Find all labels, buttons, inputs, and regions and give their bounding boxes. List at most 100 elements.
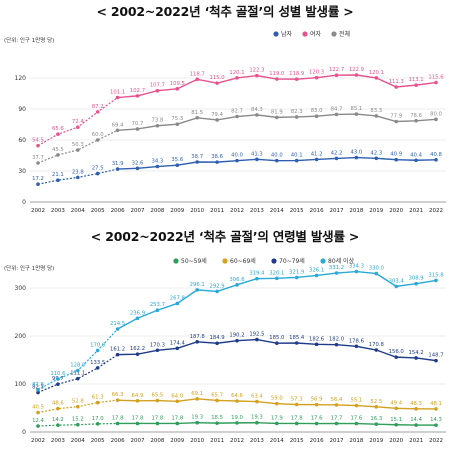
data-label: 115.0 (210, 75, 226, 81)
data-point (294, 341, 299, 345)
data-label: 43.0 (351, 150, 363, 156)
data-point (95, 138, 100, 142)
data-point (314, 157, 319, 162)
data-point (394, 284, 399, 289)
data-label: 122.7 (329, 67, 344, 73)
data-label: 315.8 (428, 272, 444, 278)
data-point (414, 281, 418, 286)
x-tick-label: 2020 (389, 438, 403, 444)
x-tick-label: 2003 (51, 208, 65, 214)
data-label: 331.2 (329, 265, 344, 271)
data-label: 56.9 (311, 397, 323, 403)
data-point (414, 423, 418, 427)
data-label: 178.6 (349, 338, 365, 344)
data-label: 48.1 (430, 401, 442, 407)
x-tick-label: 2007 (131, 208, 145, 214)
data-label: 119.0 (269, 71, 285, 77)
data-label: 17.8 (132, 415, 144, 421)
data-label: 83.0 (311, 108, 323, 114)
data-point (235, 283, 239, 287)
data-label: 41.3 (251, 151, 263, 157)
data-point (394, 422, 399, 427)
legend-label: 남자 (281, 30, 293, 38)
data-point (255, 337, 259, 342)
x-tick-label: 2014 (270, 208, 284, 214)
x-tick-label: 2014 (270, 438, 284, 444)
data-point (135, 127, 140, 131)
x-tick-label: 2019 (369, 208, 383, 214)
data-point (275, 341, 279, 345)
data-label: 187.8 (190, 334, 206, 340)
data-point (155, 308, 160, 313)
data-label: 84.3 (251, 107, 263, 113)
data-point (294, 158, 299, 163)
data-point (76, 148, 80, 152)
data-point (95, 171, 100, 176)
y-tick-label: 60 (18, 137, 26, 144)
data-point (36, 143, 40, 148)
x-tick-label: 2013 (250, 208, 264, 214)
data-label: 107.7 (150, 83, 165, 89)
data-label: 14.2 (52, 417, 64, 423)
data-label: 42.3 (370, 150, 382, 156)
data-point (235, 158, 239, 163)
data-point (434, 278, 438, 283)
data-label: 17.6 (311, 416, 323, 422)
data-label: 38.6 (211, 154, 223, 160)
data-point (354, 403, 359, 408)
data-point (135, 94, 140, 98)
data-label: 161.2 (110, 347, 125, 353)
data-point (56, 178, 60, 182)
data-label: 65.6 (52, 126, 64, 132)
x-tick-label: 2004 (71, 208, 85, 214)
data-label: 45.5 (52, 147, 64, 153)
data-point (314, 273, 319, 278)
data-point (275, 401, 279, 406)
data-label: 320.1 (269, 270, 284, 276)
data-label: 40.0 (271, 153, 283, 159)
data-label: 17.7 (331, 416, 343, 422)
data-point (36, 390, 40, 395)
x-tick-label: 2015 (290, 208, 304, 214)
x-tick-label: 2019 (369, 438, 383, 444)
x-tick-label: 2004 (71, 438, 85, 444)
data-label: 156.0 (389, 349, 405, 355)
data-point (414, 83, 418, 87)
x-tick-label: 2021 (409, 438, 423, 444)
data-label: 48.3 (410, 401, 422, 407)
data-point (434, 358, 438, 363)
data-point (314, 114, 319, 119)
data-point (76, 368, 80, 373)
data-label: 17.8 (152, 415, 164, 421)
chart-title-gender: < 2002~2022년 ‘척추 골절’의 성별 발생률 > (96, 4, 354, 19)
legend-marker (320, 258, 326, 264)
data-point (36, 161, 40, 165)
data-label: 113.1 (409, 77, 424, 83)
data-point (294, 421, 299, 426)
data-label: 110.6 (50, 371, 66, 377)
data-point (36, 388, 40, 392)
x-tick-label: 2016 (310, 438, 324, 444)
x-tick-label: 2018 (349, 208, 363, 214)
data-label: 49.4 (390, 400, 402, 406)
data-label: 82.7 (231, 109, 243, 115)
data-point (275, 115, 279, 120)
data-point (175, 87, 180, 91)
data-point (235, 421, 239, 425)
data-label: 23.8 (72, 169, 84, 175)
data-point (76, 125, 80, 129)
chart-title-age: < 2002~2022년 ‘척추 골절’의 연령별 발생률 > (90, 229, 360, 244)
data-label: 60.0 (92, 132, 104, 138)
x-tick-label: 2009 (170, 438, 184, 444)
data-point (334, 156, 339, 161)
x-tick-label: 2017 (330, 438, 344, 444)
data-point (354, 73, 359, 77)
data-label: 118.9 (289, 71, 304, 77)
y-tick-label: 200 (15, 333, 27, 340)
data-point (314, 421, 319, 426)
x-tick-label: 2017 (330, 208, 344, 214)
data-point (76, 404, 80, 409)
data-label: 83.3 (370, 108, 382, 114)
x-tick-label: 2008 (150, 208, 164, 214)
